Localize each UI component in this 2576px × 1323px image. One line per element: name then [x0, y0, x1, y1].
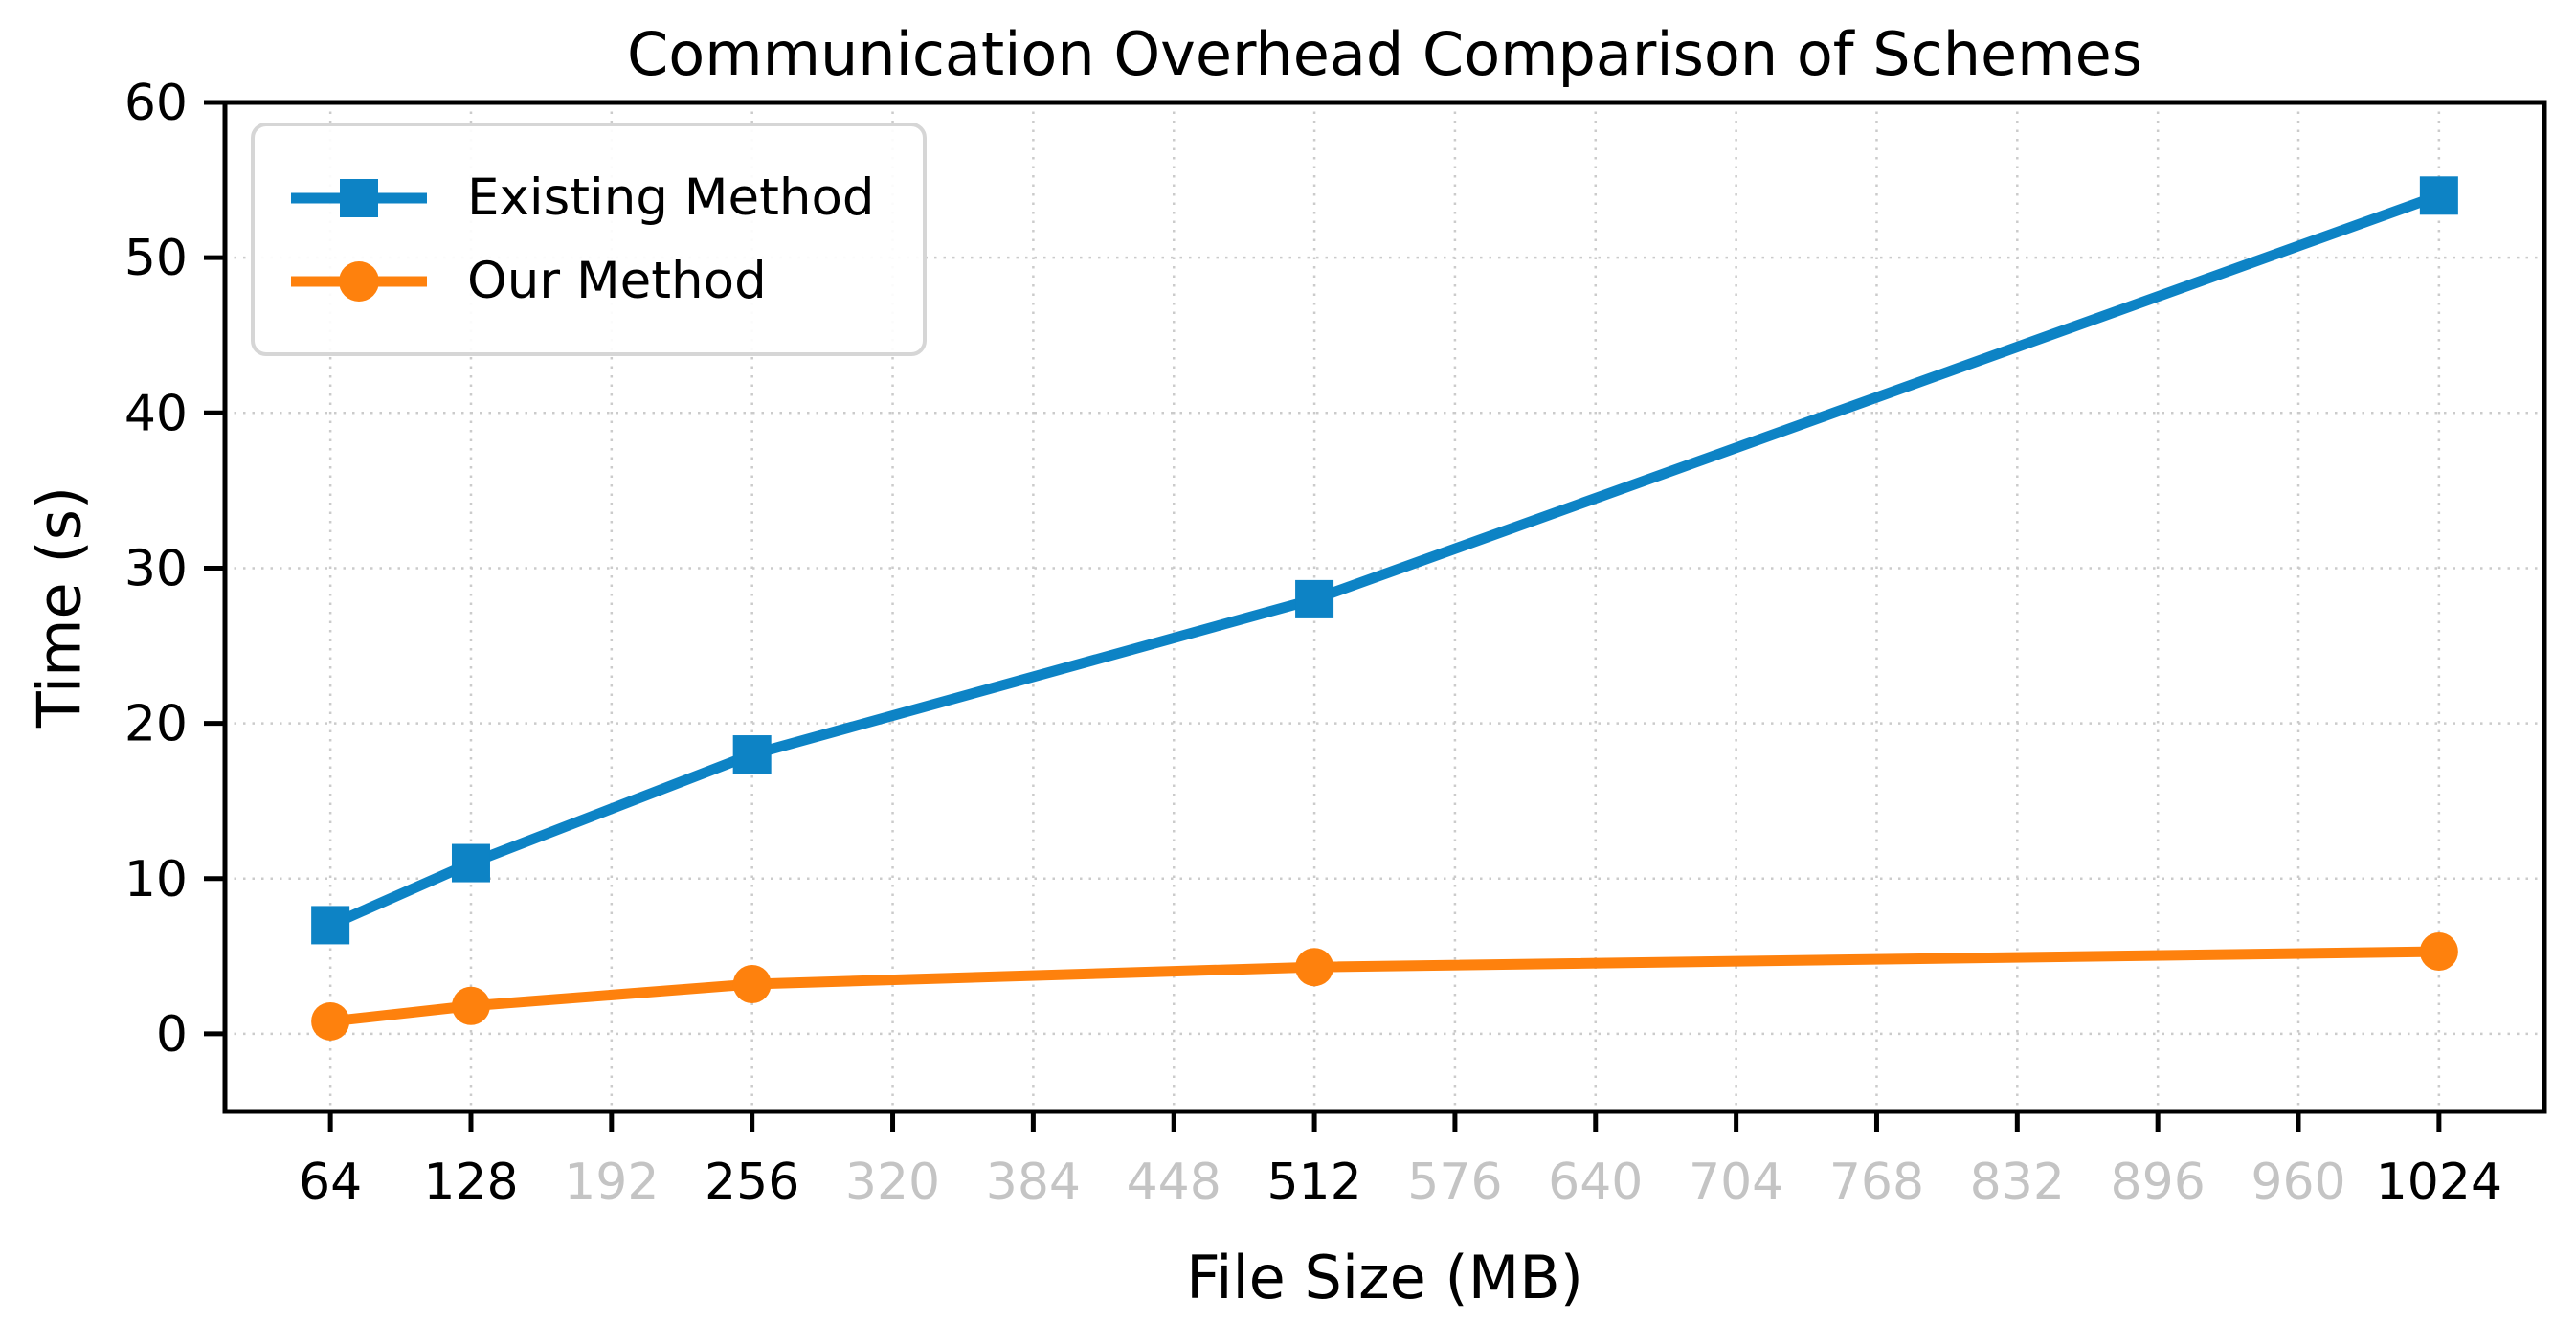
data-point-marker [311, 1001, 350, 1041]
x-tick-label: 448 [1127, 1154, 1221, 1211]
legend-sample-existing-method [291, 178, 427, 217]
data-point-marker [451, 986, 490, 1025]
legend: Existing Method Our Method [251, 123, 927, 356]
x-tick-label: 960 [2251, 1154, 2345, 1211]
y-tick-label: 0 [156, 1006, 188, 1064]
data-point-marker [2419, 176, 2458, 215]
x-tick-label: 64 [299, 1154, 362, 1211]
y-tick-label: 50 [124, 230, 188, 287]
legend-label: Our Method [467, 252, 767, 310]
x-tick-label: 640 [1548, 1154, 1643, 1211]
data-point-marker [451, 843, 490, 883]
legend-item-our-method: Our Method [287, 252, 923, 310]
data-point-marker [732, 735, 772, 774]
data-point-marker [2419, 931, 2458, 971]
x-axis-label: File Size (MB) [1186, 1243, 1583, 1312]
x-tick-label: 192 [564, 1154, 659, 1211]
legend-label: Existing Method [467, 168, 875, 227]
y-tick-label: 40 [124, 385, 188, 442]
series-line-our-method [325, 946, 2445, 1027]
x-tick-label: 704 [1689, 1154, 1783, 1211]
data-point-marker [732, 965, 772, 1004]
x-tick-label: 1024 [2376, 1154, 2502, 1211]
x-tick-label: 768 [1829, 1154, 1924, 1211]
data-point-marker [311, 906, 350, 945]
y-tick-label: 10 [124, 851, 188, 908]
x-tick-label: 896 [2111, 1154, 2206, 1211]
x-tick-label: 320 [845, 1154, 940, 1211]
legend-item-existing-method: Existing Method [287, 168, 923, 227]
y-tick-label: 20 [124, 696, 188, 753]
chart-title: Communication Overhead Comparison of Sch… [626, 19, 2143, 89]
x-tick-label: 384 [986, 1154, 1081, 1211]
y-tick-label: 60 [124, 75, 188, 132]
data-point-marker [1295, 948, 1334, 987]
x-tick-label: 128 [423, 1154, 518, 1211]
y-tick-label: 30 [124, 540, 188, 597]
axes-box [222, 100, 2547, 1114]
x-tick-label: 576 [1407, 1154, 1502, 1211]
x-tick-label: 512 [1266, 1154, 1361, 1211]
x-tick-label: 256 [705, 1154, 799, 1211]
data-point-marker [1295, 579, 1334, 618]
legend-sample-our-method [291, 260, 427, 302]
x-tick-label: 832 [1970, 1154, 2065, 1211]
